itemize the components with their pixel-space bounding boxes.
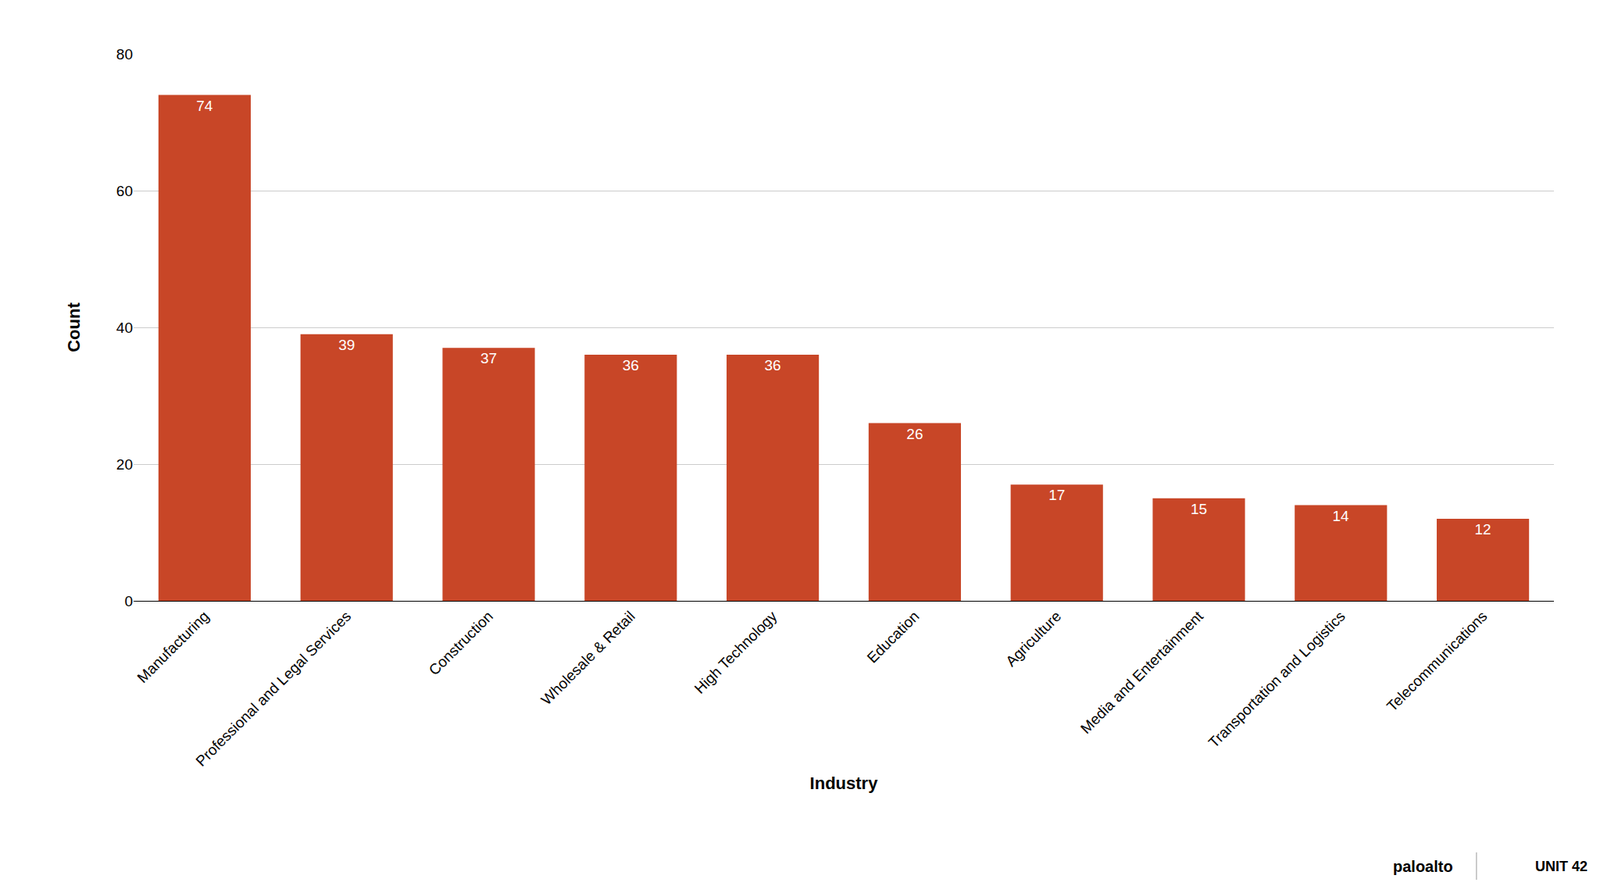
- svg-text:36: 36: [764, 357, 782, 374]
- svg-text:14: 14: [1332, 507, 1350, 525]
- svg-text:80: 80: [116, 46, 133, 63]
- svg-text:Professional and Legal Service: Professional and Legal Services: [192, 607, 354, 770]
- svg-text:Count: Count: [64, 302, 84, 353]
- svg-text:Education: Education: [864, 607, 923, 667]
- svg-text:Industry: Industry: [810, 773, 879, 793]
- svg-text:Agriculture: Agriculture: [1002, 607, 1065, 670]
- svg-text:Manufacturing: Manufacturing: [133, 607, 212, 686]
- svg-text:Construction: Construction: [425, 607, 497, 679]
- svg-text:60: 60: [116, 182, 133, 200]
- svg-text:UNIT 42: UNIT 42: [1535, 858, 1588, 875]
- svg-text:40: 40: [116, 319, 133, 336]
- svg-text:37: 37: [480, 350, 497, 367]
- svg-text:74: 74: [196, 97, 214, 115]
- svg-text:High Technology: High Technology: [691, 607, 781, 697]
- svg-text:paloalto: paloalto: [1392, 857, 1454, 875]
- svg-text:36: 36: [622, 357, 640, 374]
- svg-text:Transportation and Logistics: Transportation and Logistics: [1205, 607, 1349, 751]
- svg-text:15: 15: [1190, 500, 1208, 518]
- svg-text:Media and Entertainment: Media and Entertainment: [1077, 607, 1207, 736]
- svg-text:12: 12: [1475, 521, 1492, 538]
- svg-text:20: 20: [116, 456, 133, 473]
- svg-text:Telecommunications: Telecommunications: [1383, 607, 1491, 715]
- svg-text:39: 39: [338, 336, 355, 354]
- svg-text:17: 17: [1048, 486, 1065, 504]
- svg-text:0: 0: [124, 592, 133, 610]
- svg-text:26: 26: [906, 425, 923, 443]
- svg-text:Wholesale & Retail: Wholesale & Retail: [537, 607, 638, 708]
